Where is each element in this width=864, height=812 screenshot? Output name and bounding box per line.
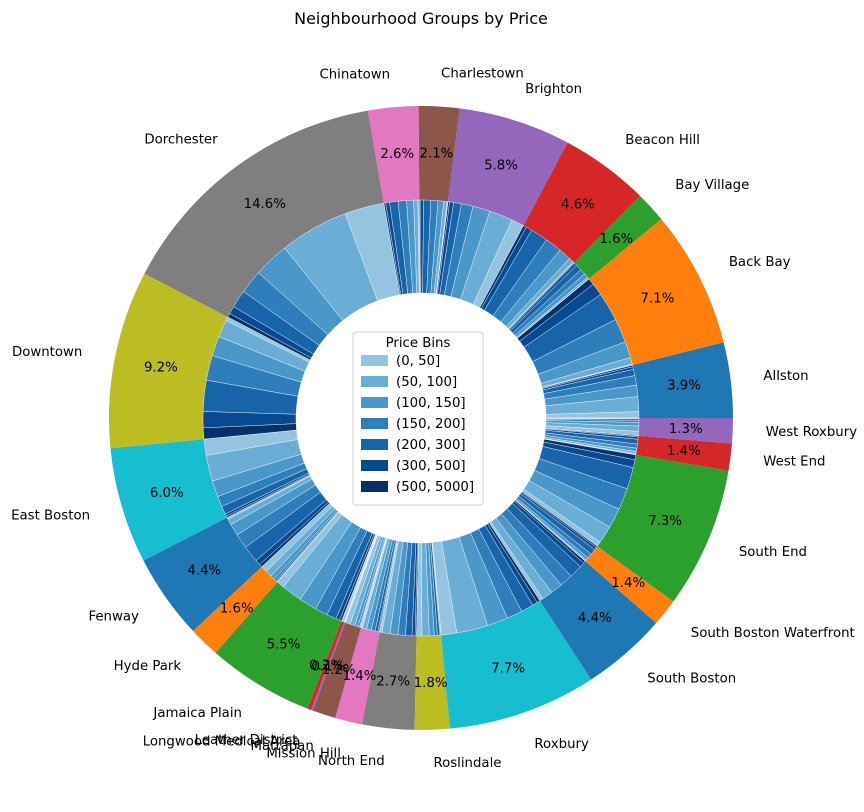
outer-slice-south-end bbox=[597, 454, 729, 602]
outer-slice-beacon-hill bbox=[523, 142, 641, 263]
outer-slice-leather-district bbox=[307, 621, 345, 710]
legend-swatch-5 bbox=[361, 460, 388, 471]
percent-label-fenway: 4.4% bbox=[187, 564, 221, 579]
legend-label-3: (150, 200] bbox=[396, 417, 466, 432]
category-label-fenway: Fenway bbox=[88, 610, 139, 625]
legend-label-6: (500, 5000] bbox=[396, 480, 474, 495]
percent-label-charlestown: 2.1% bbox=[420, 146, 454, 161]
percent-label-dorchester: 14.6% bbox=[244, 197, 286, 212]
inner-ring bbox=[202, 199, 640, 637]
percent-label-jamaica-plain: 5.5% bbox=[267, 638, 301, 653]
percent-label-roxbury: 7.7% bbox=[491, 661, 525, 676]
percent-label-beacon-hill: 4.6% bbox=[561, 197, 595, 212]
legend-swatch-1 bbox=[361, 376, 388, 387]
percent-label-downtown: 9.2% bbox=[144, 360, 178, 375]
outer-slice-north-end bbox=[361, 632, 417, 730]
category-label-charlestown: Charlestown bbox=[441, 67, 524, 82]
percent-label-hyde-park: 1.6% bbox=[220, 601, 254, 616]
percent-label-south-boston: 4.4% bbox=[578, 611, 612, 626]
legend-label-0: (0, 50] bbox=[396, 354, 440, 369]
category-label-south-boston-waterfront: South Boston Waterfront bbox=[691, 626, 855, 641]
legend-swatch-6 bbox=[361, 481, 388, 492]
outer-slice-east-boston bbox=[110, 439, 228, 561]
category-label-downtown: Downtown bbox=[12, 345, 82, 360]
category-label-allston: Allston bbox=[763, 369, 808, 384]
outer-labels: Allston Back Bay Bay Village Beacon Hill Bri… bbox=[11, 67, 857, 771]
percent-label-chinatown: 2.6% bbox=[380, 147, 414, 162]
outer-slice-jamaica-plain bbox=[215, 582, 342, 709]
category-label-west-end: West End bbox=[763, 454, 825, 469]
outer-slice-charlestown bbox=[418, 106, 460, 202]
percent-label-longwood-medical-area: 0.1% bbox=[312, 659, 346, 674]
outer-slice-south-boston bbox=[539, 561, 657, 680]
legend-swatch-4 bbox=[361, 439, 388, 450]
outer-slice-fenway bbox=[143, 517, 262, 632]
percent-label-roslindale: 1.8% bbox=[414, 676, 448, 691]
outer-slice-west-end bbox=[635, 435, 732, 471]
outer-slice-chinatown bbox=[367, 106, 420, 204]
outer-slice-back-bay bbox=[588, 218, 724, 366]
percent-label-west-end: 1.4% bbox=[667, 444, 701, 459]
percent-label-mission-hill: 1.4% bbox=[343, 669, 377, 684]
category-label-mattapan: Mattapan bbox=[251, 739, 314, 754]
percent-label-mattapan: 1.2% bbox=[322, 663, 356, 678]
percent-label-east-boston: 6.0% bbox=[150, 486, 184, 501]
category-label-longwood-medical-area: Longwood Medical Area bbox=[143, 734, 301, 749]
percent-label-bay-village: 1.6% bbox=[599, 232, 633, 247]
legend-swatch-3 bbox=[361, 418, 388, 429]
outer-slice-dorchester bbox=[144, 110, 384, 318]
percent-label-leather-district: 0.2% bbox=[309, 658, 343, 673]
category-label-beacon-hill: Beacon Hill bbox=[625, 133, 700, 148]
category-label-chinatown: Chinatown bbox=[319, 67, 390, 82]
category-label-hyde-park: Hyde Park bbox=[114, 659, 182, 674]
percent-label-south-boston-waterfront: 1.4% bbox=[611, 576, 645, 591]
category-label-jamaica-plain: Jamaica Plain bbox=[152, 706, 242, 721]
legend-label-1: (50, 100] bbox=[396, 375, 457, 390]
legend: Price Bins (0, 50] (50, 100] (100, 150] (15… bbox=[352, 331, 484, 506]
legend-swatch-2 bbox=[361, 397, 388, 408]
outer-slice-roslindale bbox=[414, 635, 450, 730]
outer-slice-downtown bbox=[109, 273, 228, 449]
legend-swatch-0 bbox=[361, 355, 388, 366]
percent-label-south-end: 7.3% bbox=[648, 514, 682, 529]
percent-label-north-end: 2.7% bbox=[376, 675, 410, 690]
category-label-bay-village: Bay Village bbox=[675, 178, 749, 193]
legend-label-5: (300, 500] bbox=[396, 459, 466, 474]
legend-title: Price Bins bbox=[386, 336, 451, 351]
legend-label-2: (100, 150] bbox=[396, 396, 466, 411]
percent-labels: 3.9% 7.1% 1.6% 4.6% 5.8% 2.1% 2.6% 14.6% 9.2% 6.0… bbox=[144, 146, 703, 690]
outer-slice-longwood-medical-area bbox=[311, 622, 346, 711]
category-label-dorchester: Dorchester bbox=[144, 132, 218, 147]
outer-slice-bay-village bbox=[574, 195, 662, 279]
category-label-west-roxbury: West Roxbury bbox=[766, 425, 857, 440]
outer-ring bbox=[109, 106, 733, 730]
category-label-brighton: Brighton bbox=[525, 82, 582, 97]
category-label-mission-hill: Mission Hill bbox=[266, 747, 341, 762]
category-label-north-end: North End bbox=[318, 754, 385, 769]
percent-label-west-roxbury: 1.3% bbox=[669, 422, 703, 437]
outer-slice-hyde-park bbox=[193, 566, 278, 653]
outer-slice-allston bbox=[632, 342, 733, 418]
category-label-back-bay: Back Bay bbox=[729, 255, 791, 270]
category-label-roxbury: Roxbury bbox=[534, 737, 589, 752]
legend-items: (0, 50] (50, 100] (100, 150] (150, 200] (200… bbox=[361, 354, 474, 495]
chart-title: Neighbourhood Groups by Price bbox=[294, 9, 548, 28]
legend-label-4: (200, 300] bbox=[396, 438, 466, 453]
outer-slice-brighton bbox=[448, 108, 568, 226]
percent-label-back-bay: 7.1% bbox=[641, 291, 675, 306]
outer-slice-mattapan bbox=[312, 622, 362, 718]
percent-label-brighton: 5.8% bbox=[484, 158, 518, 173]
outer-slice-roxbury bbox=[441, 600, 592, 729]
percent-label-allston: 3.9% bbox=[667, 379, 701, 394]
outer-slice-mission-hill bbox=[335, 627, 380, 725]
outer-slice-west-roxbury bbox=[638, 418, 733, 444]
category-label-leather-district: Leather District bbox=[195, 733, 298, 748]
category-label-east-boston: East Boston bbox=[11, 508, 90, 523]
category-label-south-boston: South Boston bbox=[647, 671, 736, 686]
outer-slice-south-boston-waterfront bbox=[585, 546, 674, 624]
category-label-roslindale: Roslindale bbox=[433, 756, 501, 771]
category-label-south-end: South End bbox=[739, 545, 807, 560]
